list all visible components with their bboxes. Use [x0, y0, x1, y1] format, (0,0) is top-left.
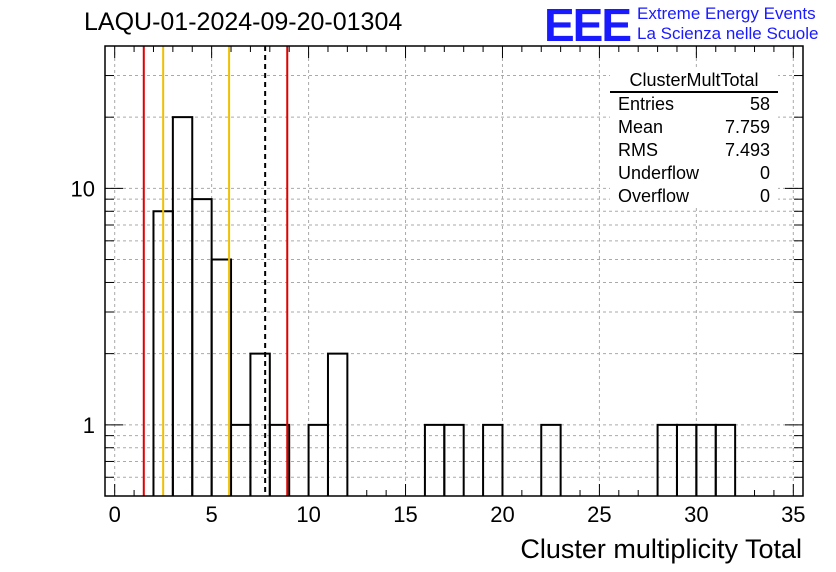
histogram-bin — [249, 352, 271, 496]
stats-box: ClusterMultTotal Entries 58 Mean 7.759 R… — [610, 70, 778, 208]
histogram-bin — [210, 258, 233, 496]
x-tick-label: 25 — [587, 502, 611, 527]
stats-label: Overflow — [618, 186, 690, 206]
histogram-bin — [482, 423, 504, 496]
stats-value: 0 — [759, 186, 770, 206]
histogram-bin — [191, 198, 213, 496]
stats-label: Entries — [618, 94, 675, 114]
stats-value: 58 — [749, 94, 770, 114]
plot-frame — [104, 45, 804, 497]
stats-value: 7.493 — [724, 140, 770, 160]
x-axis-label: Cluster multiplicity Total — [520, 534, 802, 564]
x-tick-label: 35 — [781, 502, 805, 527]
x-tick-label: 0 — [109, 502, 121, 527]
stats-row-mean: Mean 7.759 — [610, 116, 778, 139]
histogram-bin — [171, 116, 194, 496]
y-tick-label: 1 — [83, 413, 95, 438]
stats-row-entries: Entries 58 — [610, 93, 778, 116]
eee-logo: EEE — [544, 0, 632, 51]
logo-line-2: La Scienza nelle Scuole — [637, 24, 819, 43]
histogram-bin — [326, 352, 349, 496]
x-tick-label: 5 — [206, 502, 218, 527]
chart-title: LAQU-01-2024-09-20-01304 — [84, 8, 403, 36]
stats-label: Underflow — [618, 163, 700, 183]
stats-row-underflow: Underflow 0 — [610, 162, 778, 185]
x-tick-label: 10 — [296, 502, 320, 527]
x-tick-label: 30 — [684, 502, 708, 527]
histogram-bin — [540, 423, 562, 496]
histogram-bin — [443, 423, 465, 496]
x-tick-label: 20 — [490, 502, 514, 527]
histogram-bin — [268, 423, 291, 496]
stats-label: Mean — [618, 117, 664, 137]
stats-value: 0 — [759, 163, 770, 183]
stats-value: 7.759 — [724, 117, 770, 137]
histogram-bin — [714, 423, 737, 496]
stats-row-rms: RMS 7.493 — [610, 139, 778, 162]
logo-line-1: Extreme Energy Events — [637, 4, 816, 23]
histogram-bin — [656, 423, 678, 496]
stats-title: ClusterMultTotal — [610, 70, 778, 93]
y-tick-label: 10 — [71, 176, 95, 201]
x-tick-label: 15 — [393, 502, 417, 527]
stats-row-overflow: Overflow 0 — [610, 185, 778, 208]
stats-label: RMS — [618, 140, 658, 160]
